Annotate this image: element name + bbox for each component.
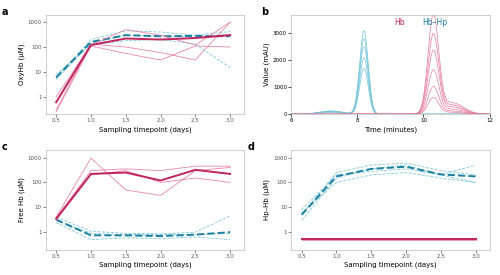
Y-axis label: Hp–Hb (μM): Hp–Hb (μM): [264, 179, 270, 220]
X-axis label: Sampling timepoint (days): Sampling timepoint (days): [344, 262, 436, 268]
Text: d: d: [248, 142, 254, 152]
X-axis label: Sampling timepoint (days): Sampling timepoint (days): [98, 262, 191, 268]
Text: Hb: Hb: [394, 18, 405, 27]
X-axis label: Time (minutes): Time (minutes): [364, 126, 417, 133]
Y-axis label: Free Hb (μM): Free Hb (μM): [18, 177, 25, 222]
Y-axis label: OxyHb (μM): OxyHb (μM): [18, 44, 25, 85]
Text: Hb–Hp: Hb–Hp: [422, 18, 447, 27]
X-axis label: Sampling timepoint (days): Sampling timepoint (days): [98, 126, 191, 133]
Text: a: a: [2, 7, 8, 17]
Text: b: b: [262, 7, 268, 17]
Y-axis label: Value (mAU): Value (mAU): [264, 43, 270, 86]
Text: c: c: [2, 142, 8, 152]
